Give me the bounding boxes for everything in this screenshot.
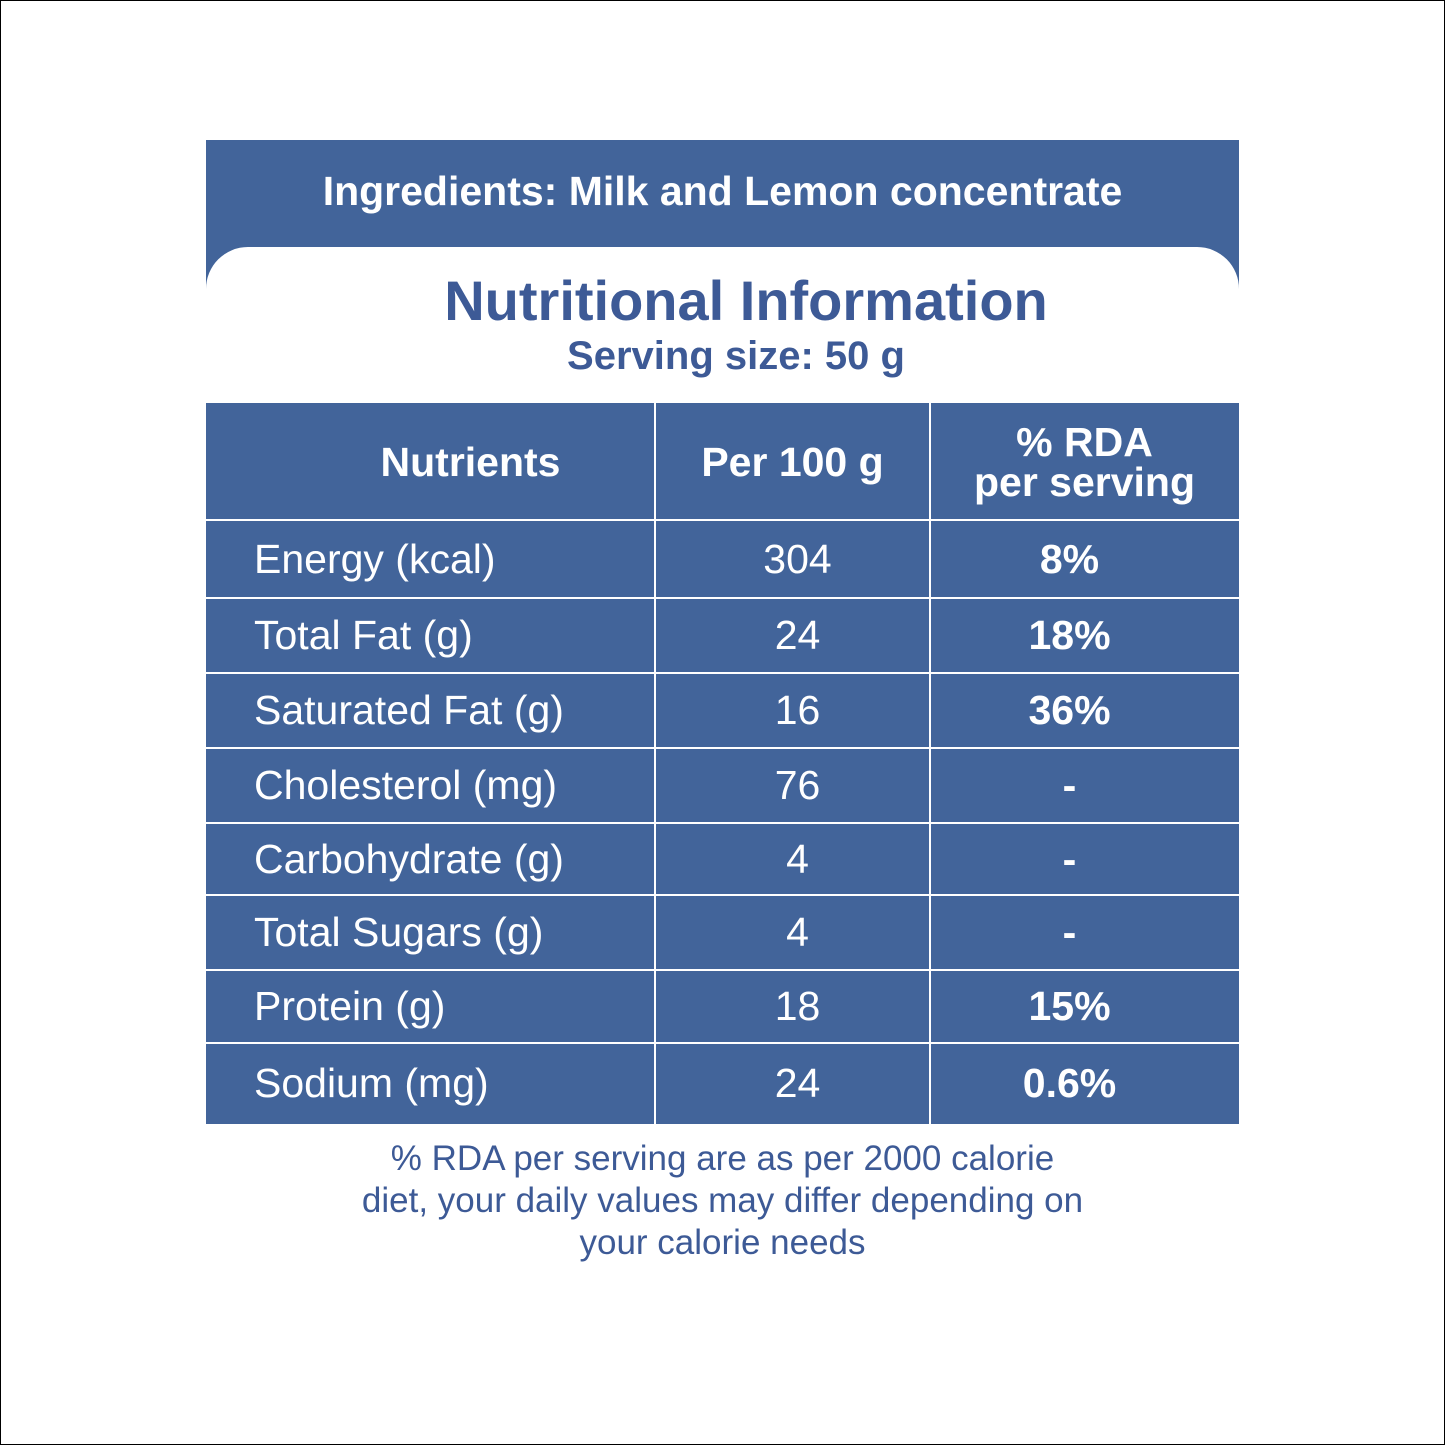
rda-value: - (1062, 835, 1077, 882)
nutrient-name: Protein (g) (254, 983, 446, 1029)
row-divider (206, 822, 1239, 824)
footnote-line: % RDA per serving are as per 2000 calori… (390, 1139, 1055, 1178)
nutrient-name: Saturated Fat (g) (254, 687, 564, 733)
header-cell: Nutrients (206, 403, 655, 520)
per-100g: 304 (763, 535, 832, 582)
nutrient-name: Total Fat (g) (254, 612, 473, 658)
rda-value: 15% (1028, 983, 1111, 1029)
rda-value: 36% (1028, 687, 1111, 733)
per-100g: 24 (774, 612, 821, 658)
rda-value: - (1062, 762, 1077, 808)
header-text: Nutrients (380, 438, 561, 485)
nutrient-name: Carbohydrate (g) (254, 835, 564, 882)
per-100g: 24 (774, 1060, 821, 1106)
nutrient-name: Cholesterol (mg) (254, 762, 558, 808)
footnote-line: your calorie needs (579, 1223, 866, 1262)
header-line: % RDA (1016, 418, 1153, 465)
rda-value: 18% (1028, 612, 1111, 658)
per-100g: 16 (774, 687, 821, 733)
per-100g: 4 (786, 909, 809, 955)
nutrient-name: Sodium (mg) (254, 1060, 489, 1106)
nutrition-table: Nutrients Per 100 g % RDA per serving Energy… (206, 403, 1239, 1124)
rda-value: 8% (1039, 535, 1100, 582)
row-divider (206, 519, 1239, 521)
header-line: per serving (973, 458, 1196, 505)
rda-value: 0.6% (1022, 1060, 1117, 1106)
nutrient-name: Energy (kcal) (254, 535, 496, 582)
row-divider (206, 1042, 1239, 1044)
per-100g: 76 (774, 762, 821, 808)
per-100g: 4 (786, 835, 809, 882)
header-cell: % RDA per serving (930, 403, 1239, 520)
column-divider (654, 403, 656, 1124)
header-text: Per 100 g (701, 438, 884, 485)
title: Nutritional Information (444, 269, 1048, 332)
row-divider (206, 747, 1239, 749)
footnote-line: diet, your daily values may differ depen… (361, 1181, 1084, 1220)
column-divider (929, 403, 931, 1124)
ingredients: Ingredients: Milk and Lemon concentrate (322, 168, 1123, 214)
nutrient-name: Total Sugars (g) (254, 909, 544, 955)
row-divider (206, 894, 1239, 896)
header-cell: Per 100 g (655, 403, 930, 520)
header-curve (206, 247, 1239, 327)
row-divider (206, 969, 1239, 971)
serving-size: Serving size: 50 g (567, 334, 905, 378)
per-100g: 18 (774, 983, 821, 1029)
footnote: % RDA per serving are as per 2000 calori… (206, 1138, 1239, 1264)
row-divider (206, 672, 1239, 674)
row-divider (206, 597, 1239, 599)
rda-value: - (1062, 909, 1077, 955)
